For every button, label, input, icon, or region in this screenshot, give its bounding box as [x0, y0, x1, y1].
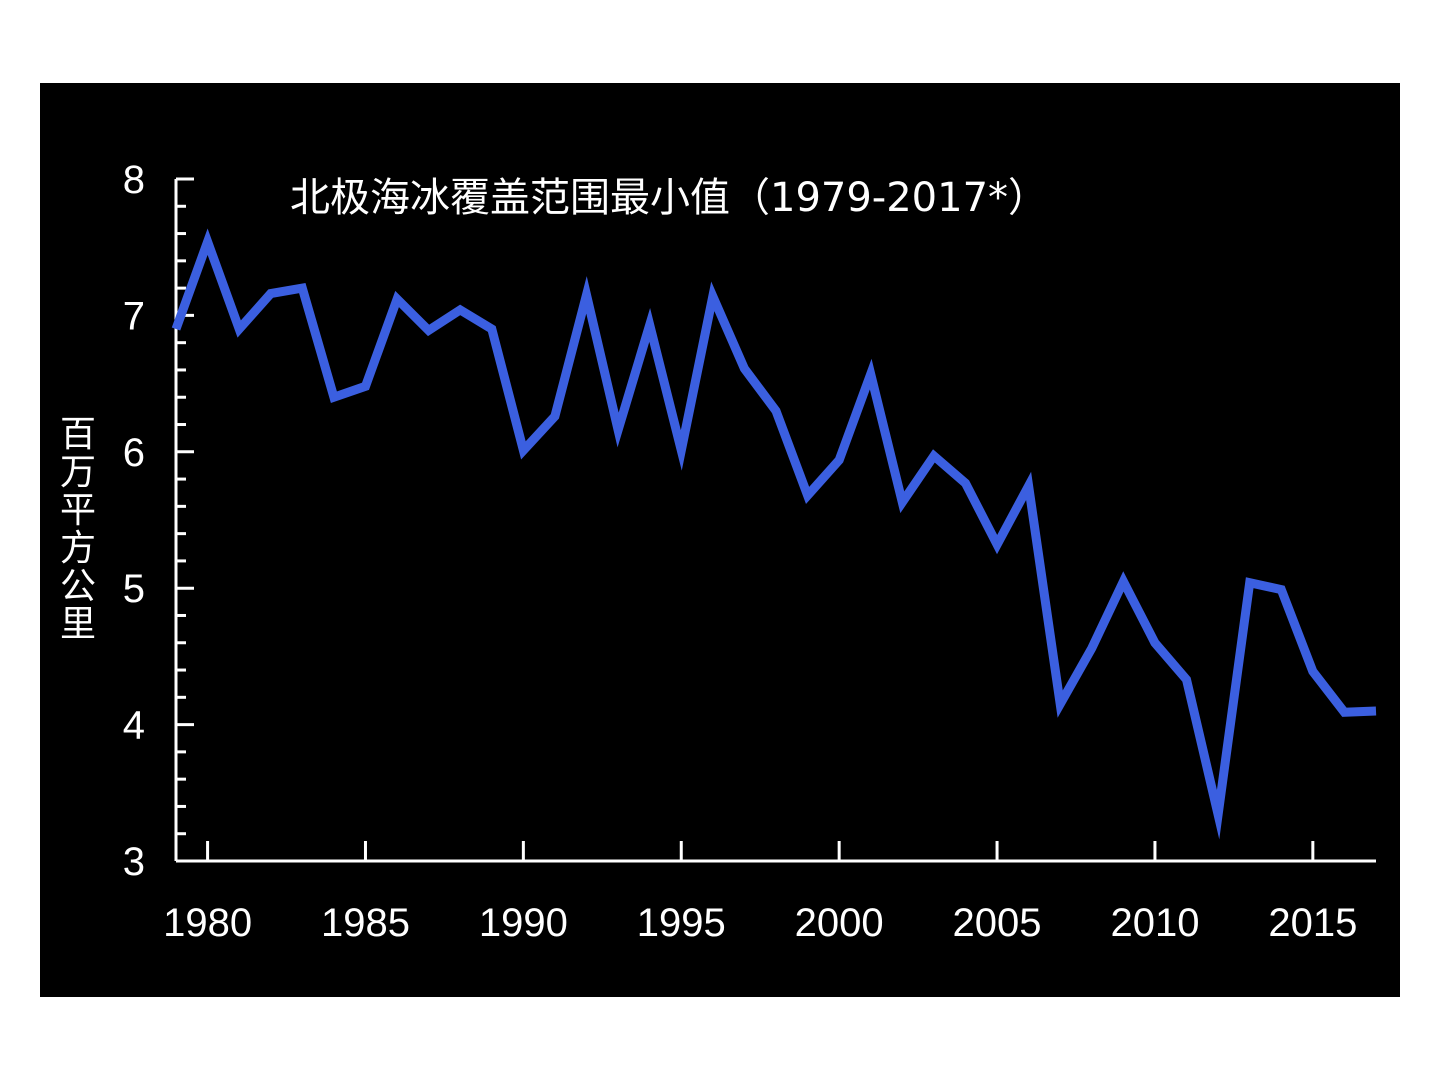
x-tick-label: 2000 [795, 901, 884, 945]
x-tick-label: 1980 [163, 901, 252, 945]
chart-panel [40, 83, 1400, 997]
x-tick-label: 1985 [321, 901, 410, 945]
y-tick-label: 8 [123, 158, 145, 202]
x-tick-label: 2015 [1268, 901, 1357, 945]
x-tick-label: 1990 [479, 901, 568, 945]
x-tick-label: 2010 [1110, 901, 1199, 945]
x-tick-label: 1995 [637, 901, 726, 945]
y-axis-label: 百万平方公里 [60, 414, 96, 645]
axes [174, 179, 1376, 863]
series [171, 228, 1377, 840]
y-tick-label: 7 [123, 294, 145, 338]
y-tick-label: 4 [123, 704, 145, 748]
ticks [176, 177, 1315, 863]
tick-labels: 3 4 5 6 7 8 1980 1985 1990 1995 2000 2005 2010 2015 [123, 158, 1358, 945]
series-line [171, 228, 1377, 840]
data-points [175, 241, 1377, 815]
chart-title: 北极海冰覆盖范围最小值（1979-2017*） [290, 175, 1048, 221]
y-tick-label: 6 [123, 431, 145, 475]
y-tick-label: 3 [123, 840, 145, 884]
x-tick-label: 2005 [953, 901, 1042, 945]
y-tick-label: 5 [123, 567, 145, 611]
